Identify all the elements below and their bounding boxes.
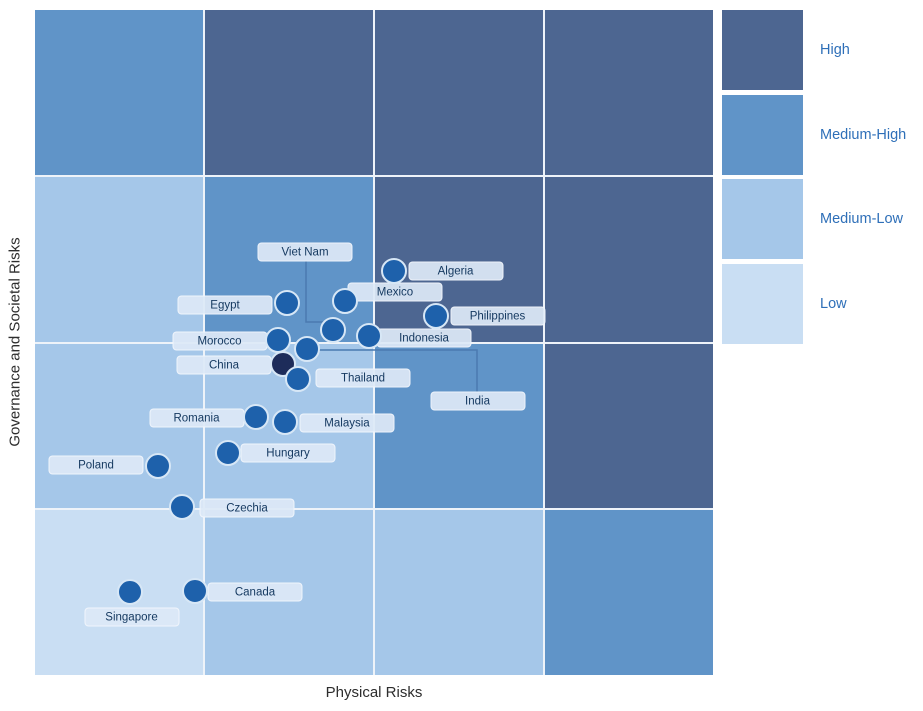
legend-item-medium-low: Medium-Low [722, 179, 922, 259]
data-point-india [294, 336, 320, 362]
plot-area: Algeria Viet Nam Egypt Mexico Philippines Mor… [35, 10, 713, 675]
country-label-romania: Romania [149, 408, 244, 427]
legend-swatch-medium-high [722, 94, 803, 175]
data-point-algeria [381, 258, 407, 284]
data-point-egypt [274, 290, 300, 316]
data-point-morocco [265, 327, 291, 353]
country-label-viet-nam: Viet Nam [257, 242, 353, 262]
country-label-malaysia: Malaysia [299, 413, 395, 432]
country-label-singapore: Singapore [84, 607, 179, 627]
grid-cell-r1-c3-high [375, 10, 543, 175]
country-label-india: India [430, 391, 525, 411]
data-point-romania [243, 404, 269, 430]
grid-cell-r1-c1-medium_high [35, 10, 203, 175]
country-label-czechia: Czechia [199, 498, 295, 517]
grid-cell-r2-c4-high [545, 176, 713, 342]
grid-cell-r4-c3-medium_low [375, 510, 543, 675]
y-axis-label: Governance and Societal Risks [6, 237, 24, 447]
country-label-thailand: Thailand [315, 368, 411, 388]
grid-cell-r3-c4-high [545, 343, 713, 509]
data-point-thailand [285, 366, 311, 392]
country-label-morocco: Morocco [172, 331, 267, 350]
legend: High Medium-High Medium-Low Low [722, 10, 922, 344]
data-point-indonesia [356, 323, 382, 349]
legend-item-low: Low [722, 263, 922, 344]
grid-cell-r4-c4-medium_high [545, 510, 713, 675]
country-label-mexico: Mexico [347, 282, 443, 302]
legend-swatch-medium-low [722, 179, 803, 259]
legend-label-medium-high: Medium-High [820, 126, 907, 143]
data-point-canada [182, 578, 208, 604]
data-point-philippines [423, 303, 449, 329]
data-point-viet-nam [320, 317, 346, 343]
country-label-philippines: Philippines [450, 306, 545, 326]
legend-label-medium-low: Medium-Low [820, 211, 903, 227]
country-label-egypt: Egypt [177, 295, 273, 314]
grid-cell-r1-c4-high [545, 10, 713, 175]
grid-cell-r2-c1-medium_low [35, 176, 203, 342]
country-label-indonesia: Indonesia [376, 328, 472, 347]
data-point-czechia [169, 494, 195, 520]
data-point-mexico [332, 288, 358, 314]
country-label-china: China [176, 355, 272, 375]
legend-swatch-low [722, 263, 803, 344]
data-point-hungary [215, 440, 241, 466]
country-label-poland: Poland [48, 455, 144, 475]
country-label-algeria: Algeria [408, 261, 503, 280]
legend-swatch-high [722, 10, 803, 90]
x-axis-label: Physical Risks [325, 684, 423, 701]
legend-label-high: High [820, 42, 850, 58]
data-point-singapore [117, 579, 143, 605]
data-point-poland [145, 453, 171, 479]
legend-item-high: High [722, 10, 922, 90]
legend-label-low: Low [820, 295, 847, 312]
grid-cell-r1-c2-high [205, 10, 373, 175]
data-point-malaysia [272, 409, 298, 435]
country-label-canada: Canada [207, 582, 303, 601]
legend-item-medium-high: Medium-High [722, 94, 922, 175]
country-label-hungary: Hungary [240, 443, 336, 463]
